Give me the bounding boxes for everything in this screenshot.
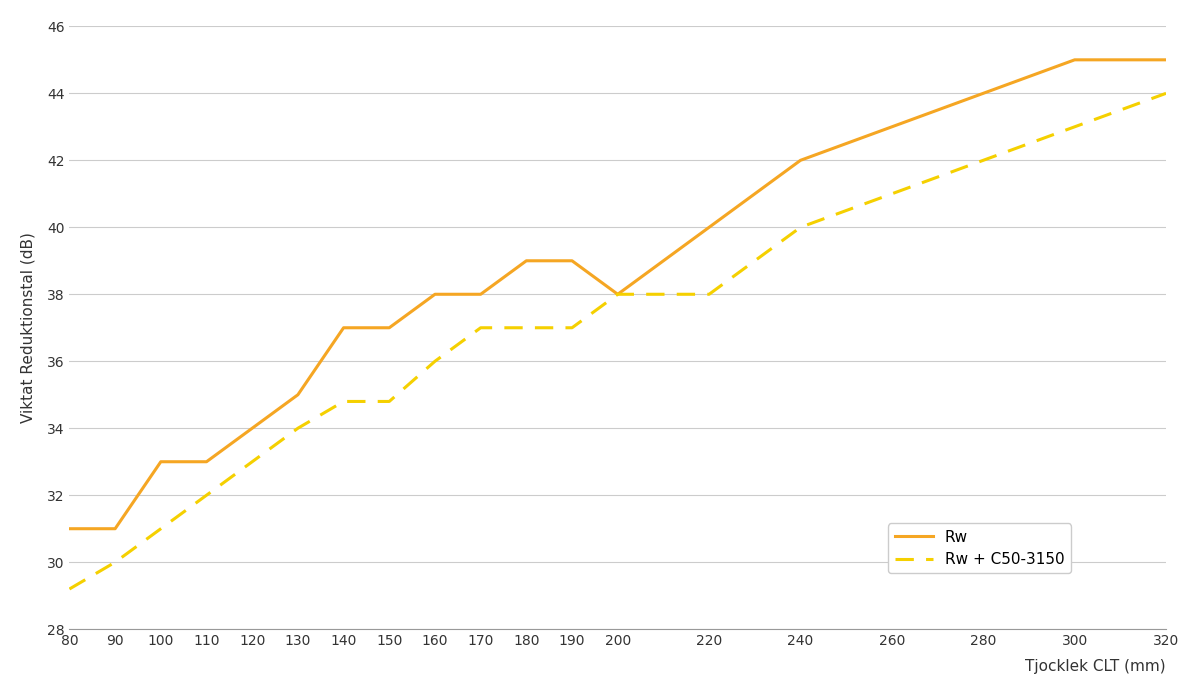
Rw + C50-3150 (565, 324, 580, 332)
Rw (565, 256, 580, 265)
Rw (62, 525, 77, 533)
Rw (108, 525, 122, 533)
Rw + C50-3150 (245, 457, 259, 466)
Rw + C50-3150 (382, 398, 396, 406)
Rw (245, 424, 259, 432)
Rw (520, 256, 534, 265)
Rw + C50-3150 (427, 357, 442, 366)
Rw (1068, 56, 1082, 64)
Rw + C50-3150 (976, 156, 990, 165)
Rw (1159, 56, 1174, 64)
Rw (199, 457, 214, 466)
Rw (474, 290, 488, 298)
Rw (336, 324, 350, 332)
Rw + C50-3150 (154, 525, 168, 533)
Rw + C50-3150 (611, 290, 625, 298)
Rw (702, 223, 716, 231)
Legend: Rw, Rw + C50-3150: Rw, Rw + C50-3150 (888, 523, 1070, 573)
Rw + C50-3150 (474, 324, 488, 332)
X-axis label: Tjocklek CLT (mm): Tjocklek CLT (mm) (1026, 659, 1166, 674)
Rw + C50-3150 (1068, 122, 1082, 131)
Rw + C50-3150 (62, 584, 77, 593)
Rw (884, 122, 899, 131)
Line: Rw + C50-3150: Rw + C50-3150 (70, 93, 1166, 589)
Rw + C50-3150 (1159, 89, 1174, 97)
Rw + C50-3150 (884, 190, 899, 198)
Rw + C50-3150 (336, 398, 350, 406)
Rw (154, 457, 168, 466)
Rw (976, 89, 990, 97)
Rw + C50-3150 (520, 324, 534, 332)
Rw (290, 391, 305, 399)
Line: Rw: Rw (70, 60, 1166, 529)
Rw (611, 290, 625, 298)
Rw + C50-3150 (702, 290, 716, 298)
Rw + C50-3150 (108, 558, 122, 566)
Rw (793, 156, 808, 165)
Y-axis label: Viktat Reduktionstal (dB): Viktat Reduktionstal (dB) (20, 232, 36, 423)
Rw + C50-3150 (199, 491, 214, 500)
Rw (382, 324, 396, 332)
Rw (427, 290, 442, 298)
Rw + C50-3150 (290, 424, 305, 432)
Rw + C50-3150 (793, 223, 808, 231)
